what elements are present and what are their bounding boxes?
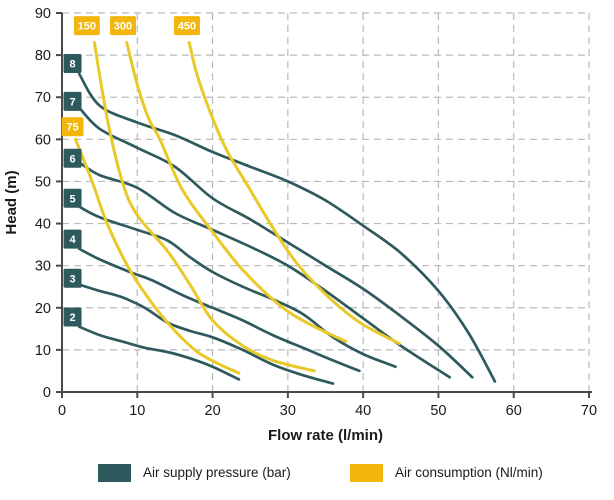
y-tick-label: 10 [35,343,51,359]
chart-canvas: 0 10 20 30 40 50 60 70 0 10 20 30 40 50 60 70 80 90 Flow r… [3,6,597,444]
curve-label-text-4: 4 [69,234,76,246]
curve-label-text-8: 8 [69,59,75,71]
curve-label-chip-4 [63,229,82,249]
legend-item-pressure: Air supply pressure (bar) [98,464,291,482]
legend-swatch-pressure [98,464,131,482]
curve-label-chip-75 [61,117,84,137]
curve-label-chip-2 [63,307,82,327]
curve-pressure-2 [77,325,241,381]
legend-item-consumption: Air consumption (Nl/min) [350,464,543,482]
curve-label-text-75: 75 [66,122,78,134]
y-tick-label: 20 [35,301,51,317]
x-tick-label: 20 [205,403,221,419]
curve-label-text-450: 450 [178,21,196,33]
y-tick-label: 0 [43,385,51,401]
curve-label-chip-450 [173,16,200,36]
curve-consumption-300 [125,40,348,343]
x-tick-label: 10 [129,403,145,419]
curve-consumption-450 [187,40,401,346]
legend-label-pressure: Air supply pressure (bar) [143,465,291,480]
legend-label-consumption: Air consumption (Nl/min) [395,465,543,480]
y-tick-label: 30 [35,259,51,275]
x-tick-label: 30 [280,403,296,419]
curve-consumption-75 [74,137,241,375]
curve-label-chip-8 [63,54,82,74]
curve-label-text-6: 6 [69,153,75,165]
y-tick-label: 40 [35,217,51,233]
x-tick-label: 0 [58,403,66,419]
curve-label-text-7: 7 [69,96,75,108]
curve-pressure-6 [77,161,452,379]
x-axis-title: Flow rate (l/min) [268,427,383,444]
y-tick-label: 60 [35,132,51,148]
y-tick-label: 80 [35,48,51,64]
curve-label-text-5: 5 [69,193,75,205]
curve-pressure-5 [77,205,397,369]
curve-label-chip-150 [73,16,100,36]
y-tick-label: 90 [35,6,51,22]
curve-label-text-3: 3 [69,273,75,285]
curve-pressure-8 [77,72,497,383]
curve-label-chip-6 [63,148,82,168]
curve-label-chip-300 [109,16,136,36]
curve-pressure-7 [77,106,474,379]
curve-pressure-4 [77,247,361,373]
curve-label-chip-3 [63,268,82,288]
legend-swatch-consumption [350,464,383,482]
curve-label-text-2: 2 [69,312,75,324]
x-tick-label: 60 [506,403,522,419]
curve-label-chip-7 [63,91,82,111]
x-tick-label: 40 [355,403,371,419]
y-tick-label: 50 [35,174,51,190]
curve-pressure-3 [77,283,335,385]
y-axis-title: Head (m) [3,170,20,234]
curve-label-text-300: 300 [114,21,132,33]
x-tick-label: 70 [581,403,597,419]
curve-label-chip-5 [63,188,82,208]
x-tick-label: 50 [430,403,446,419]
curve-consumption-150 [92,40,316,373]
y-tick-label: 70 [35,90,51,106]
curve-label-text-150: 150 [78,21,96,33]
